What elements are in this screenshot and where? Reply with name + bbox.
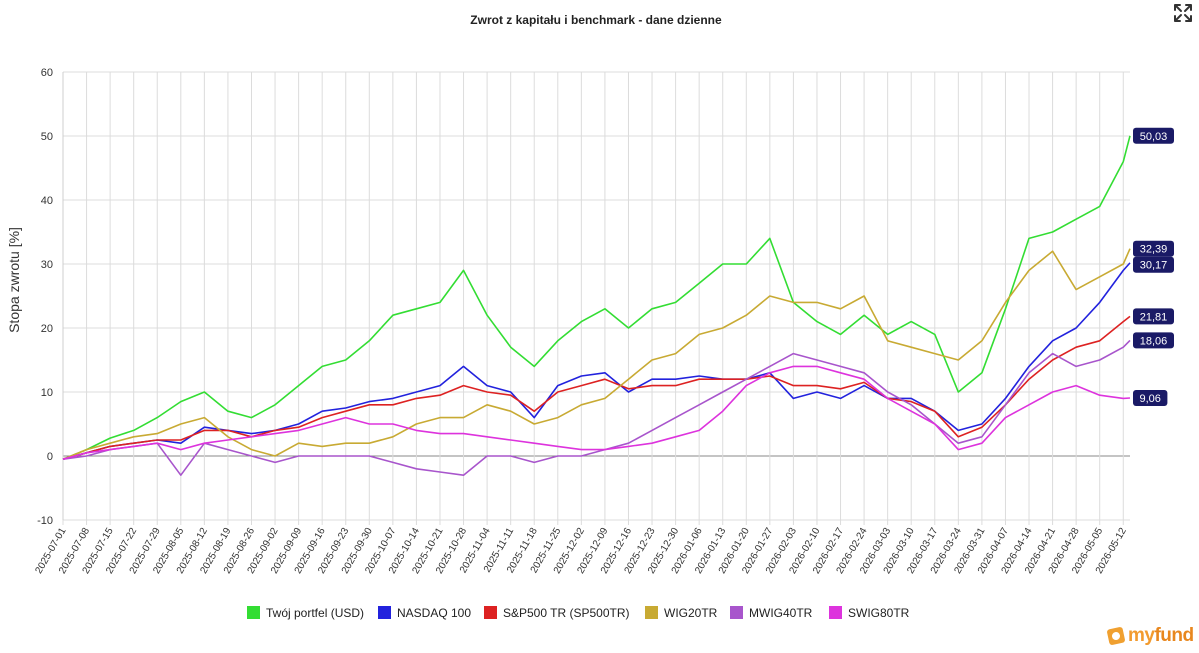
grid [62,71,1130,525]
y-axis-ticks: -10 0 10 20 30 40 50 60 [37,67,53,527]
end-label-bg [1133,127,1174,144]
legend-label: Twój portfel (USD) [266,606,364,620]
legend[interactable]: Twój portfel (USD) NASDAQ 100 S&P500 TR (S… [247,606,910,620]
legend-item-0[interactable]: Twój portfel (USD) [247,606,364,620]
end-label-text: 30,17 [1140,260,1168,272]
logo-icon [1106,626,1126,646]
end-label-text: 32,39 [1140,244,1168,256]
legend-label: NASDAQ 100 [397,606,471,620]
y-tick-label: 40 [41,195,53,207]
x-axis-ticks: 2025-07-012025-07-082025-07-152025-07-22… [33,526,1129,576]
series-line-2 [62,315,1131,460]
end-label-text: 21,81 [1140,311,1168,323]
end-label-text: 50,03 [1140,131,1168,143]
end-label-4: 18,06 [1133,332,1174,349]
legend-item-3[interactable]: WIG20TR [645,606,718,620]
chart-title: Zwrot z kapitału i benchmark - dane dzie… [470,13,722,27]
legend-swatch [378,606,391,619]
y-tick-label: 30 [41,259,53,271]
legend-swatch [829,606,842,619]
series-line-5 [62,365,1131,460]
logo-text: myfund [1128,625,1194,646]
y-tick-label: 10 [41,387,53,399]
end-label-text: 9,06 [1139,393,1160,405]
end-label-bg [1133,240,1174,257]
end-label-bg [1133,332,1174,349]
expand-icon[interactable] [1172,2,1194,24]
legend-swatch [484,606,497,619]
legend-item-1[interactable]: NASDAQ 100 [378,606,471,620]
y-axis-label: Stopa zwrotu [%] [6,227,22,333]
y-tick-label: 20 [41,323,53,335]
series-line-3 [62,248,1131,460]
y-tick-label: 0 [47,451,53,463]
legend-label: MWIG40TR [749,606,813,620]
end-label-1: 30,17 [1133,256,1174,273]
series-end-labels: 50,03 32,39 30,17 21,81 18,06 9,06 [1133,127,1174,407]
legend-swatch [730,606,743,619]
legend-item-4[interactable]: MWIG40TR [730,606,813,620]
end-label-3: 32,39 [1133,240,1174,257]
legend-label: WIG20TR [664,606,718,620]
legend-swatch [645,606,658,619]
legend-label: S&P500 TR (SP500TR) [503,606,630,620]
legend-swatch [247,606,260,619]
series-lines [62,135,1131,477]
legend-item-5[interactable]: SWIG80TR [829,606,910,620]
series-line-0 [62,135,1131,460]
end-label-0: 50,03 [1133,127,1174,144]
end-label-5: 9,06 [1133,390,1168,407]
myfund-logo: myfund [1106,623,1194,649]
y-tick-label: -10 [37,515,53,527]
y-tick-label: 50 [41,131,53,143]
end-label-text: 18,06 [1140,335,1168,347]
end-label-2: 21,81 [1133,308,1174,325]
legend-label: SWIG80TR [848,606,910,620]
end-label-bg [1133,256,1174,273]
y-tick-label: 60 [41,67,53,79]
series-line-1 [62,262,1131,460]
expand-icon-glyph [1174,4,1192,22]
end-label-bg [1133,390,1168,407]
legend-item-2[interactable]: S&P500 TR (SP500TR) [484,606,630,620]
end-label-bg [1133,308,1174,325]
